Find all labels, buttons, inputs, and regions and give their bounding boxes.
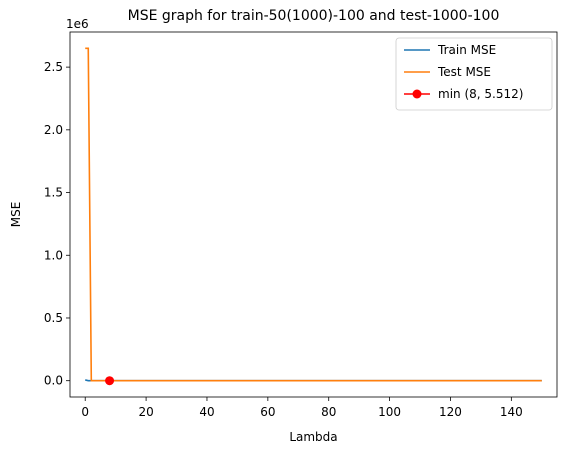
plot-series <box>85 47 542 386</box>
y-axis-label: MSE <box>9 202 23 228</box>
x-tick-label: 0 <box>81 405 89 419</box>
y-tick-label: 1.5 <box>44 186 63 200</box>
x-tick-label: 80 <box>321 405 336 419</box>
x-tick-label: 20 <box>138 405 153 419</box>
x-tick-label: 120 <box>439 405 462 419</box>
y-ticks: 0.0 0.5 1.0 1.5 2.0 2.5 <box>44 60 70 388</box>
x-ticks: 0 20 40 60 80 100 120 140 <box>81 397 523 419</box>
chart-title: MSE graph for train-50(1000)-100 and tes… <box>128 8 500 24</box>
x-tick-label: 100 <box>378 405 401 419</box>
y-tick-label: 0.5 <box>44 311 63 325</box>
legend-label: Test MSE <box>437 65 491 79</box>
y-tick-label: 2.5 <box>44 60 63 74</box>
y-tick-label: 0.0 <box>44 374 63 388</box>
legend-label: Train MSE <box>437 43 496 57</box>
y-tick-label: 1.0 <box>44 248 63 262</box>
y-tick-label: 2.0 <box>44 123 63 137</box>
plot-area-frame <box>69 31 558 398</box>
x-tick-label: 60 <box>260 405 275 419</box>
series-line-1 <box>85 47 542 382</box>
min-point-marker <box>105 376 115 386</box>
legend-label: min (8, 5.512) <box>438 87 523 101</box>
x-axis-label: Lambda <box>289 430 337 444</box>
legend: Train MSE Test MSE min (8, 5.512) <box>395 37 553 111</box>
y-scale-label: 1e6 <box>66 17 89 31</box>
x-tick-label: 40 <box>199 405 214 419</box>
x-tick-label: 140 <box>500 405 523 419</box>
legend-marker <box>412 89 422 99</box>
legend-box <box>395 37 553 111</box>
